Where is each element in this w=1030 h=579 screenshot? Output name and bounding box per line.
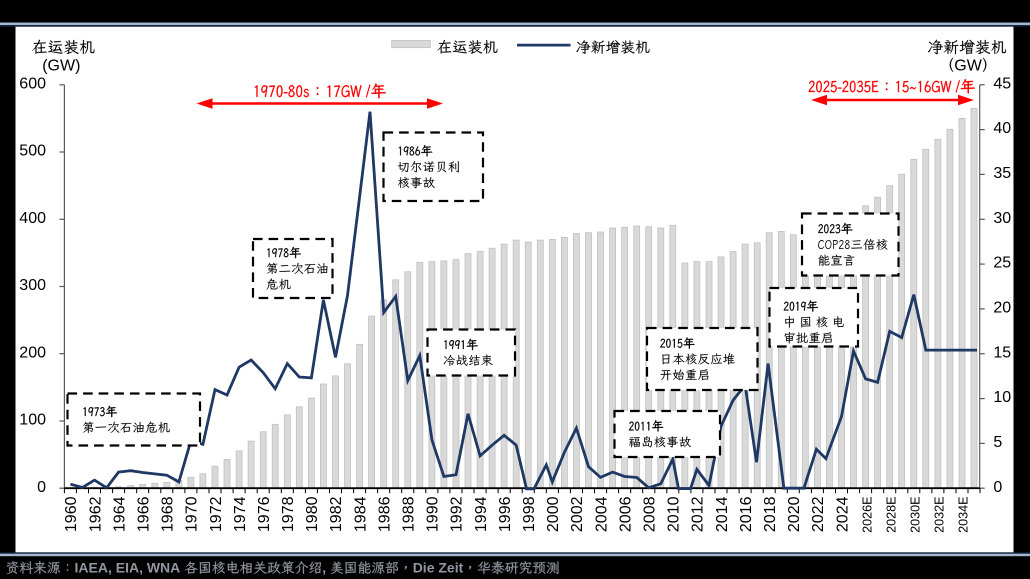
svg-text:1964: 1964 xyxy=(111,496,128,532)
svg-text:1998: 1998 xyxy=(521,496,538,532)
svg-text:1972: 1972 xyxy=(208,496,225,532)
svg-text:1984: 1984 xyxy=(352,496,369,532)
svg-text:2016: 2016 xyxy=(738,496,755,532)
svg-text:10: 10 xyxy=(993,389,1011,406)
svg-text:25: 25 xyxy=(993,255,1011,272)
svg-text:2008: 2008 xyxy=(642,496,659,532)
svg-text:100: 100 xyxy=(19,412,46,429)
svg-text:200: 200 xyxy=(19,344,46,361)
svg-text:GW: GW xyxy=(954,58,982,75)
svg-text:1982: 1982 xyxy=(328,496,345,532)
svg-text:0: 0 xyxy=(37,479,46,496)
svg-text:1986: 1986 xyxy=(376,496,393,532)
svg-text:2020: 2020 xyxy=(786,496,803,532)
svg-text:15: 15 xyxy=(993,344,1011,361)
svg-text:1996: 1996 xyxy=(497,496,514,532)
svg-text:1974: 1974 xyxy=(232,496,249,532)
svg-text:5: 5 xyxy=(993,434,1002,451)
svg-text:2028E: 2028E xyxy=(884,497,898,533)
svg-text:1990: 1990 xyxy=(425,496,442,532)
svg-text:2030E: 2030E xyxy=(909,497,923,533)
svg-text:1980: 1980 xyxy=(304,496,321,532)
svg-text:1968: 1968 xyxy=(160,496,177,532)
svg-text:2002: 2002 xyxy=(569,496,586,532)
svg-text:30: 30 xyxy=(993,210,1011,227)
svg-text:2006: 2006 xyxy=(617,496,634,532)
svg-text:40: 40 xyxy=(993,120,1011,137)
svg-text:1976: 1976 xyxy=(256,496,273,532)
svg-text:20: 20 xyxy=(993,300,1011,317)
svg-text:IAEA, EIA, WNA: IAEA, EIA, WNA xyxy=(75,560,184,576)
svg-text:2022: 2022 xyxy=(810,496,827,532)
svg-text:2012: 2012 xyxy=(690,496,707,532)
svg-text:1978: 1978 xyxy=(280,496,297,532)
svg-text:1988: 1988 xyxy=(401,496,418,532)
svg-text:1992: 1992 xyxy=(449,496,466,532)
svg-text:1966: 1966 xyxy=(136,496,153,532)
svg-text:35: 35 xyxy=(993,165,1011,182)
svg-text:300: 300 xyxy=(19,277,46,294)
svg-text:Die Zeit: Die Zeit xyxy=(413,560,464,576)
svg-text:(GW): (GW) xyxy=(42,58,80,75)
svg-text:500: 500 xyxy=(19,143,46,160)
svg-text:1962: 1962 xyxy=(87,496,104,532)
svg-text:1960: 1960 xyxy=(63,496,80,532)
svg-text:2000: 2000 xyxy=(545,496,562,532)
svg-text:2018: 2018 xyxy=(762,496,779,532)
svg-text:45: 45 xyxy=(993,75,1011,92)
svg-text:2004: 2004 xyxy=(593,496,610,532)
svg-text:2014: 2014 xyxy=(714,496,731,532)
svg-text:2032E: 2032E xyxy=(933,497,947,533)
svg-text:2026E: 2026E xyxy=(860,497,874,533)
svg-text:1994: 1994 xyxy=(473,496,490,532)
svg-text:0: 0 xyxy=(993,479,1002,496)
svg-text:2034E: 2034E xyxy=(957,497,971,533)
svg-text:,: , xyxy=(322,560,330,576)
svg-text:2024: 2024 xyxy=(834,496,851,532)
svg-text:600: 600 xyxy=(19,75,46,92)
svg-text:1970: 1970 xyxy=(184,496,201,532)
svg-text:2010: 2010 xyxy=(666,496,683,532)
svg-text:400: 400 xyxy=(19,210,46,227)
